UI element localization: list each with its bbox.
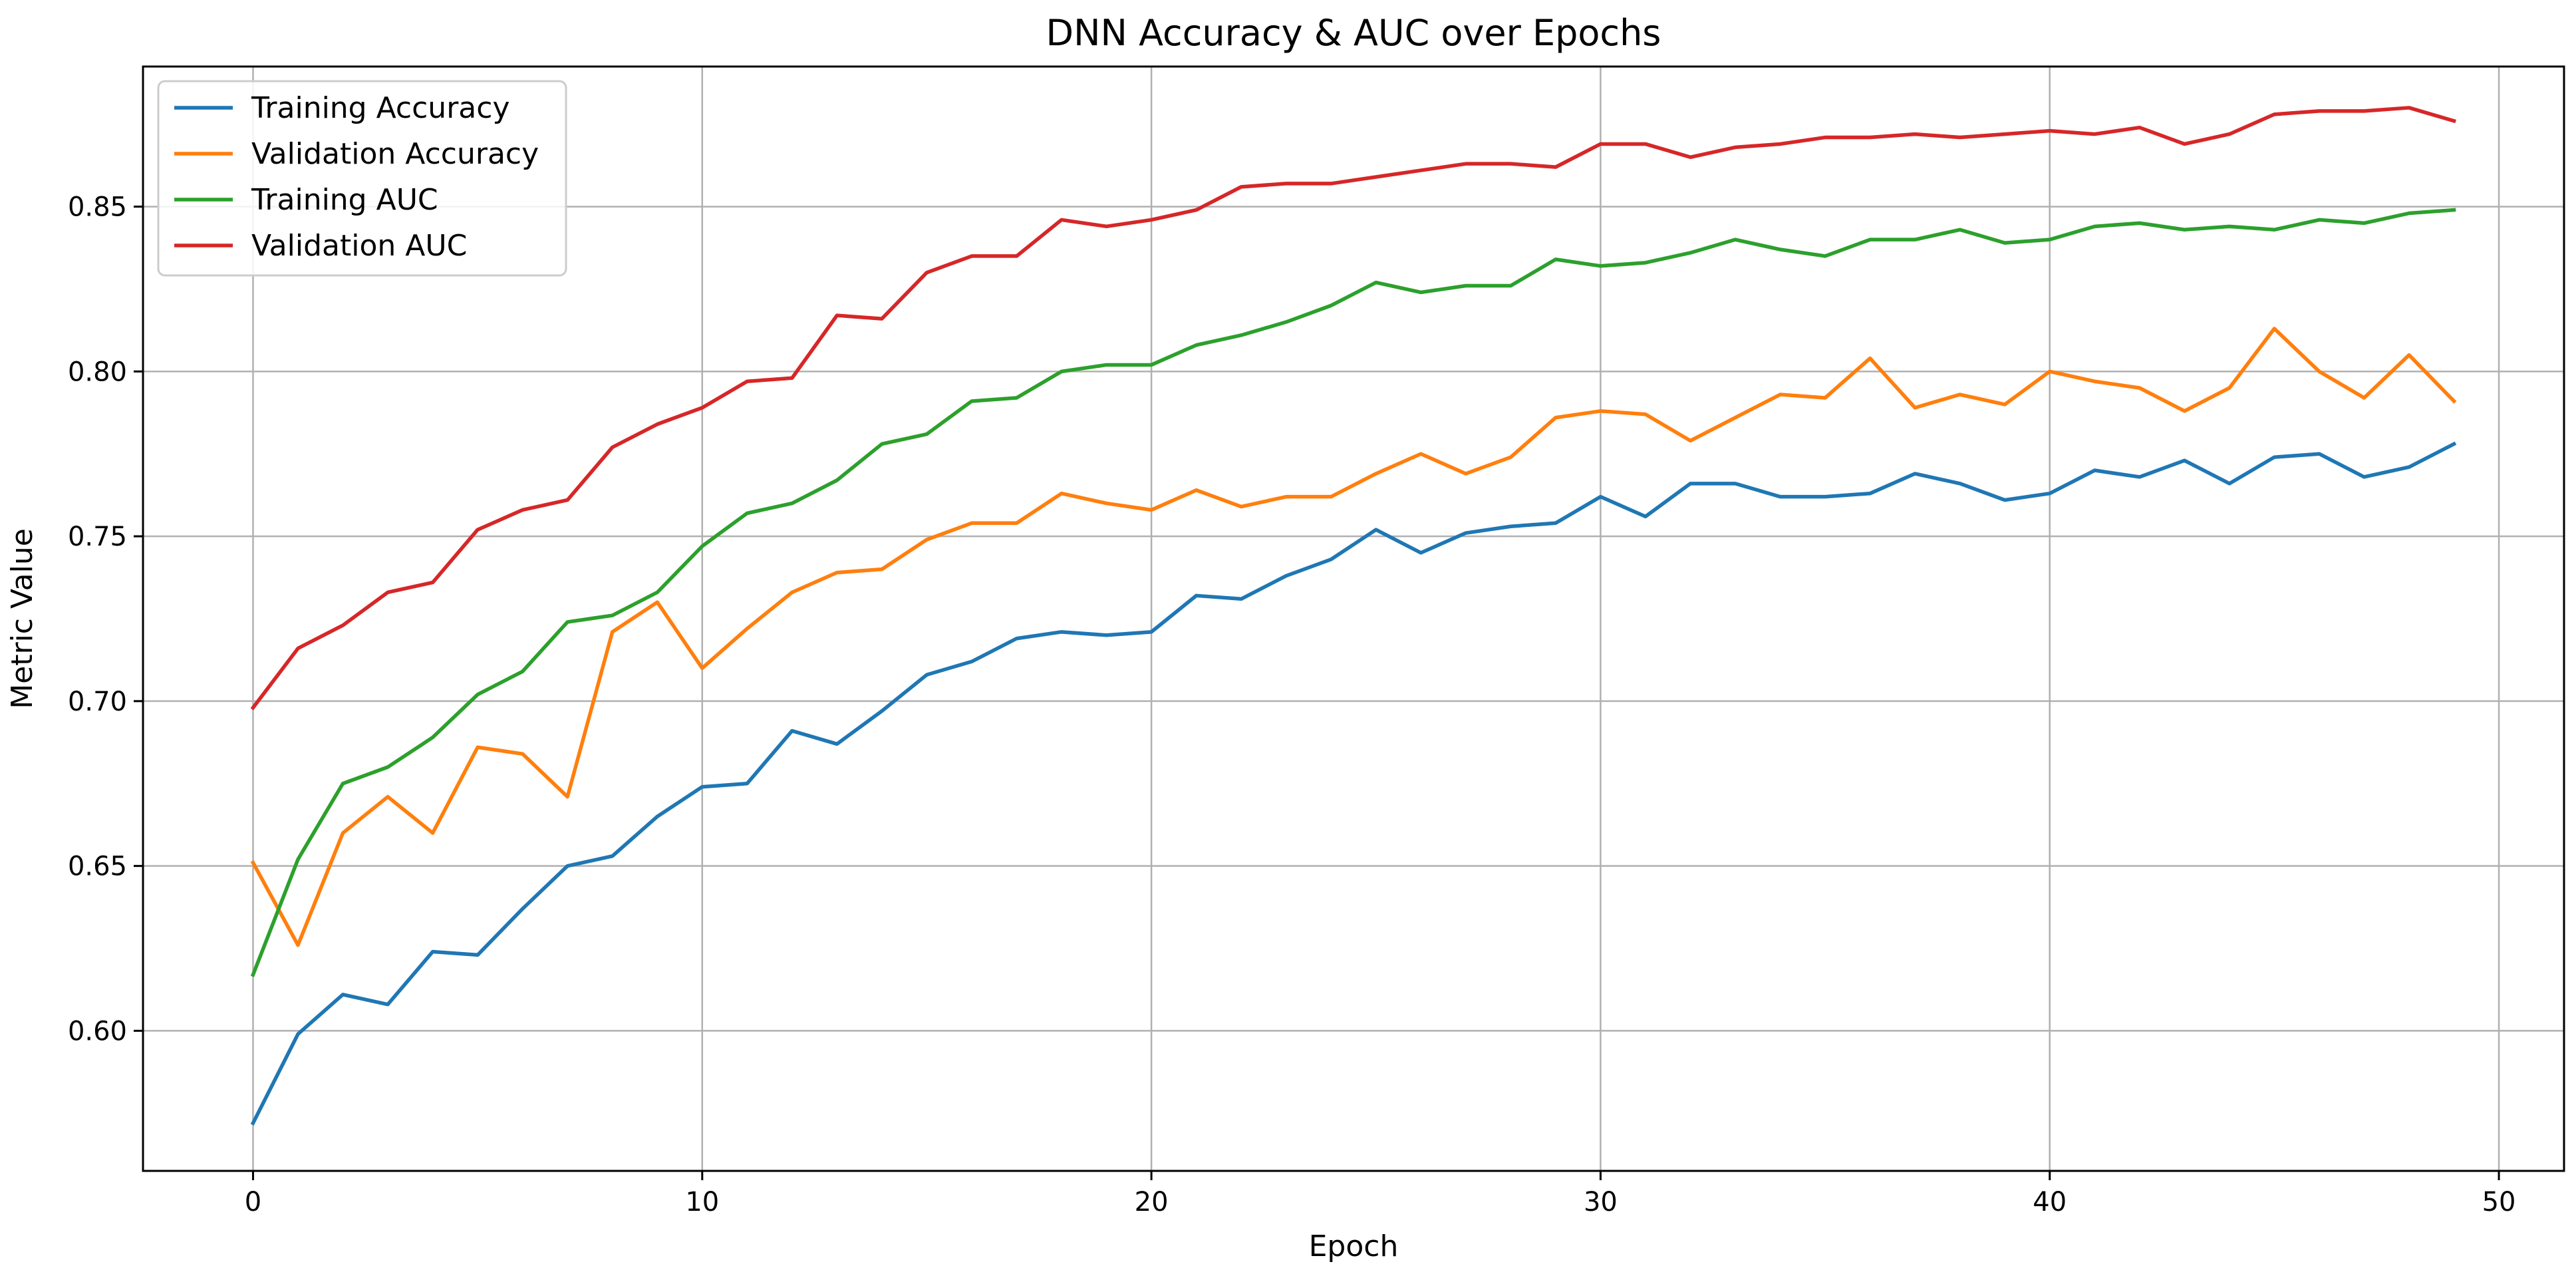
series-line-training-auc xyxy=(250,208,2456,977)
series-line-training-accuracy xyxy=(250,441,2457,1126)
series-line-validation-accuracy xyxy=(250,327,2457,947)
x-tick-label: 40 xyxy=(2033,1187,2067,1217)
legend-label-validation-auc: Validation AUC xyxy=(251,229,467,263)
grid-lines xyxy=(143,67,2564,1171)
y-axis-label: Metric Value xyxy=(5,528,39,709)
legend-label-training-auc: Training AUC xyxy=(251,183,438,217)
plot-area-frame xyxy=(142,65,2565,1172)
legend-label-training-accuracy: Training Accuracy xyxy=(251,91,509,125)
x-tick-label: 0 xyxy=(245,1187,261,1217)
x-tick-label: 30 xyxy=(1584,1187,1618,1217)
legend-box xyxy=(157,80,567,277)
series-line-validation-auc xyxy=(250,106,2456,711)
y-tick-label: 0.85 xyxy=(68,192,127,223)
legend-label-validation-accuracy: Validation Accuracy xyxy=(251,137,539,171)
y-tick-label: 0.65 xyxy=(68,852,127,882)
legend: Training Accuracy Validation Accuracy Trai… xyxy=(157,80,567,277)
y-tick-label: 0.60 xyxy=(68,1016,127,1046)
y-tick-label: 0.80 xyxy=(68,357,127,387)
x-tick-label: 10 xyxy=(685,1187,719,1217)
series-lines xyxy=(250,106,2457,1126)
x-tick-label: 20 xyxy=(1135,1187,1169,1217)
axis-ticks: 0 10 20 30 40 50 0.60 0.65 0.70 0.75 0.80 0.85 xyxy=(68,192,2516,1217)
x-tick-label: 50 xyxy=(2482,1187,2516,1217)
y-tick-label: 0.70 xyxy=(68,687,127,717)
y-tick-label: 0.75 xyxy=(68,522,127,552)
x-axis-label: Epoch xyxy=(1309,1229,1399,1263)
chart-title: DNN Accuracy & AUC over Epochs xyxy=(1046,12,1661,54)
